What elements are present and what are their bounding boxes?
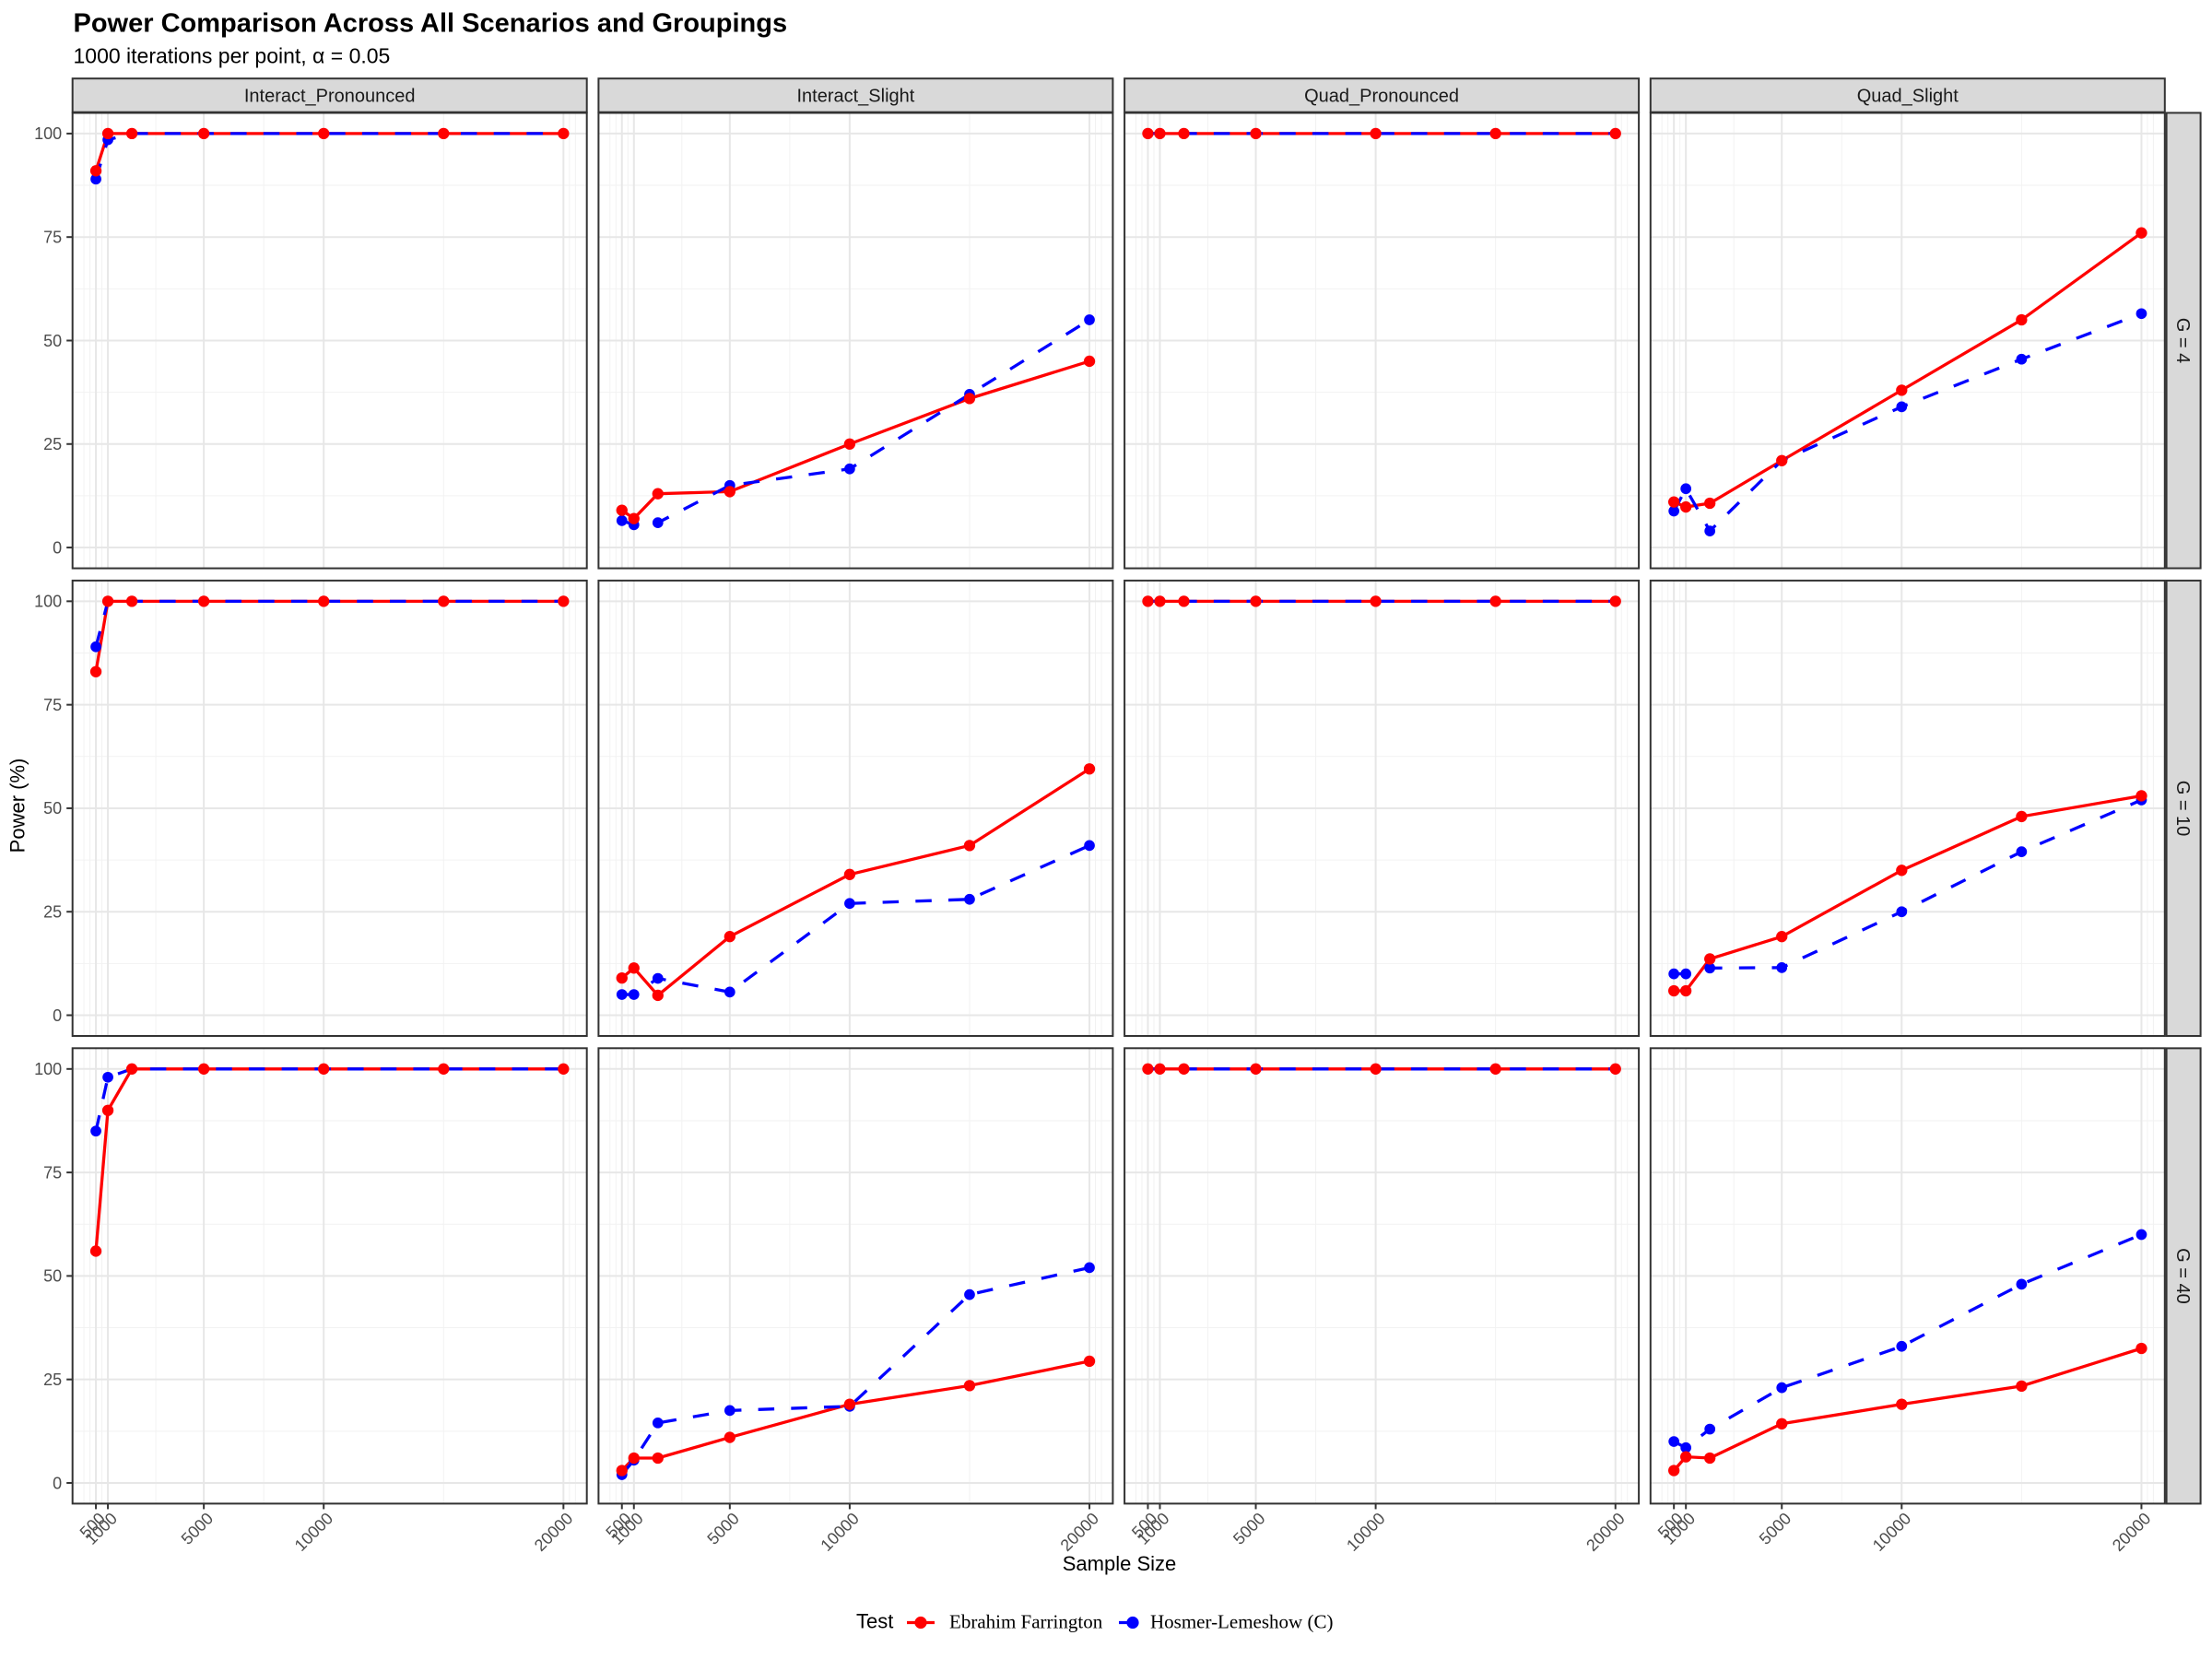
svg-text:25: 25 — [43, 1371, 62, 1389]
svg-text:75: 75 — [43, 229, 62, 247]
svg-text:Hosmer-Lemeshow (C): Hosmer-Lemeshow (C) — [1150, 1611, 1333, 1633]
svg-text:Power Comparison Across All Sc: Power Comparison Across All Scenarios an… — [74, 9, 788, 39]
svg-text:75: 75 — [43, 696, 62, 714]
svg-text:0: 0 — [53, 1006, 62, 1025]
svg-text:100: 100 — [34, 1060, 62, 1078]
svg-text:0: 0 — [53, 1474, 62, 1492]
svg-text:Test: Test — [856, 1610, 893, 1633]
svg-text:1000 iterations per point, α =: 1000 iterations per point, α = 0.05 — [74, 44, 391, 68]
svg-text:50: 50 — [43, 799, 62, 818]
svg-text:G = 40: G = 40 — [2172, 1248, 2193, 1304]
svg-text:25: 25 — [43, 903, 62, 922]
svg-text:Power (%): Power (%) — [6, 759, 29, 853]
svg-text:Quad_Slight: Quad_Slight — [1857, 87, 1959, 107]
svg-text:25: 25 — [43, 435, 62, 453]
svg-text:G = 4: G = 4 — [2172, 318, 2193, 363]
svg-text:0: 0 — [53, 538, 62, 557]
svg-text:100: 100 — [34, 593, 62, 611]
svg-text:Quad_Pronounced: Quad_Pronounced — [1304, 87, 1459, 107]
svg-text:50: 50 — [43, 1267, 62, 1286]
svg-text:75: 75 — [43, 1163, 62, 1182]
svg-text:Sample Size: Sample Size — [1063, 1552, 1177, 1575]
svg-text:Interact_Pronounced: Interact_Pronounced — [244, 87, 416, 107]
svg-text:Interact_Slight: Interact_Slight — [796, 87, 914, 107]
svg-text:G = 10: G = 10 — [2172, 781, 2193, 837]
svg-text:50: 50 — [43, 332, 62, 350]
svg-text:100: 100 — [34, 124, 62, 143]
svg-text:Ebrahim Farrington: Ebrahim Farrington — [949, 1611, 1103, 1633]
